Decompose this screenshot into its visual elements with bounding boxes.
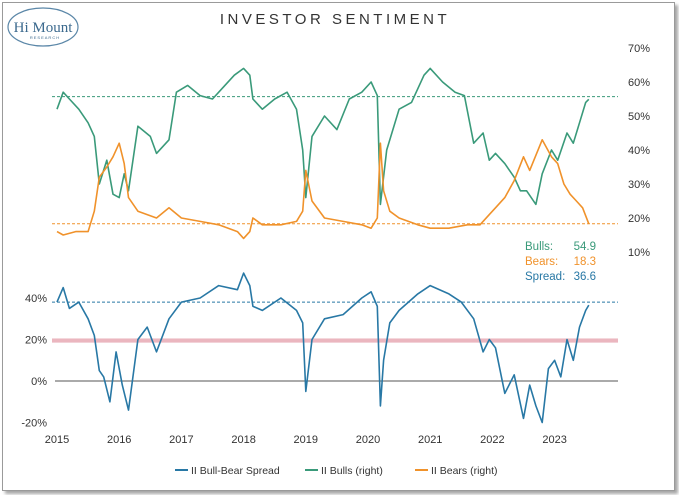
x-tick-label: 2015 [45,434,69,446]
stat-bears-value: 18.3 [574,256,596,268]
top-panel-axes: 10% 20% 30% 40% 50% 60% 70% [628,43,650,259]
x-tick-label: 2021 [418,434,442,446]
top-reference-lines [52,96,618,225]
x-tick-label: 2020 [356,434,380,446]
stat-spread-label: Spread: [525,271,565,283]
x-tick-label: 2016 [107,434,131,446]
neutral-band [52,338,618,343]
top-series-group [56,67,590,240]
stat-spread-value: 36.6 [574,271,596,283]
bottom-y-tick-label: -20% [21,418,47,430]
bottom-y-tick-label: 0% [31,376,47,388]
stats-box: Bulls: 54.9 Bears: 18.3 Spread: 36.6 [525,241,596,283]
top-y-tick-label: 10% [628,247,650,259]
top-y-tick-label: 60% [628,77,650,89]
x-tick-label: 2023 [542,434,566,446]
x-tick-label: 2017 [169,434,193,446]
x-tick-label: 2019 [294,434,318,446]
legend-label-spread: II Bull-Bear Spread [191,465,280,477]
top-y-tick-label: 30% [628,179,650,191]
bottom-y-tick-label: 40% [25,293,47,305]
x-tick-label: 2018 [231,434,255,446]
x-tick-label: 2022 [480,434,504,446]
series-line-bulls [56,67,590,206]
top-y-tick-label: 20% [628,213,650,225]
chart-frame [2,2,675,491]
logo: Hi Mount RESEARCH [7,7,79,47]
logo-subtext: RESEARCH [30,35,60,40]
stat-bears-label: Bears: [525,256,558,268]
stat-bulls-value: 54.9 [574,241,596,253]
top-y-tick-label: 50% [628,111,650,123]
legend-label-bulls: II Bulls (right) [321,465,383,477]
top-y-tick-label: 40% [628,145,650,157]
top-y-tick-label: 70% [628,43,650,55]
series-line-bears [56,139,590,240]
bottom-panel-axes: -20% 0% 20% 40% 2015 2016 2017 2018 2019 2020 2021… [21,293,618,446]
logo-text: Hi Mount [14,20,74,36]
legend-label-bears: II Bears (right) [431,465,498,477]
bottom-y-tick-label: 20% [25,335,47,347]
legend: II Bull-Bear Spread II Bulls (right) II … [175,465,498,477]
chart-title: INVESTOR SENTIMENT [220,11,450,28]
logo-ellipse [7,7,79,47]
stat-bulls-label: Bulls: [525,241,553,253]
series-line-spread [56,272,590,424]
bottom-band-group [52,338,618,343]
bottom-series-group [56,272,590,424]
